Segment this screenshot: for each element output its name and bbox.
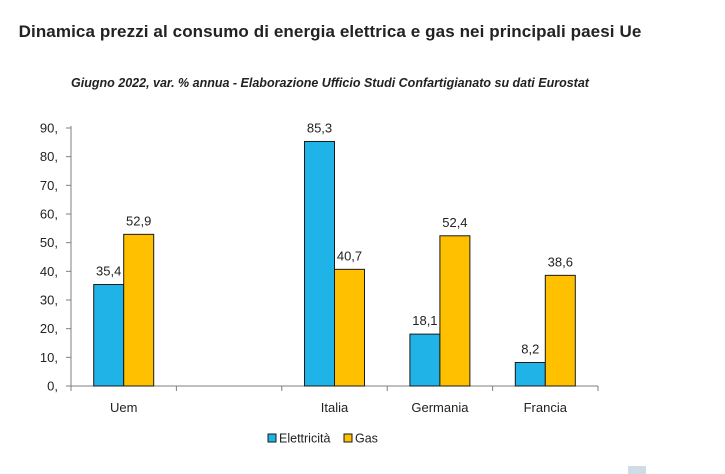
x-category-label: Uem bbox=[110, 400, 137, 415]
data-label: 85,3 bbox=[307, 120, 332, 135]
bar-gas bbox=[123, 233, 155, 387]
data-label: 52,9 bbox=[126, 213, 151, 228]
data-label: 35,4 bbox=[96, 264, 121, 279]
y-tick-label: 30, bbox=[40, 293, 58, 308]
corner-decoration bbox=[628, 466, 646, 474]
data-label: 38,6 bbox=[548, 254, 573, 269]
y-tick-label: 50, bbox=[40, 235, 58, 250]
legend-swatch-elettricità bbox=[267, 433, 277, 443]
bar-elettricità bbox=[304, 140, 335, 387]
x-category-label: Francia bbox=[524, 400, 568, 415]
bar-elettricità bbox=[409, 333, 441, 387]
legend-label: Gas bbox=[355, 432, 378, 446]
bar-elettricità bbox=[514, 361, 546, 387]
y-tick-label: 60, bbox=[40, 207, 58, 222]
y-tick-label: 20, bbox=[40, 321, 58, 336]
chart-title: Dinamica prezzi al consumo di energia el… bbox=[18, 22, 642, 41]
bar-elettricità bbox=[93, 284, 125, 387]
y-tick-label: 10, bbox=[40, 350, 58, 365]
chart-subtitle: Giugno 2022, var. % annua - Elaborazione… bbox=[71, 76, 589, 90]
y-tick-label: 90, bbox=[40, 121, 58, 136]
bar-gas bbox=[544, 274, 576, 387]
y-tick-label: 0, bbox=[47, 379, 58, 394]
data-label: 40,7 bbox=[337, 248, 362, 263]
data-label: 52,4 bbox=[442, 215, 467, 230]
x-category-label: Italia bbox=[321, 400, 349, 415]
legend-label: Elettricità bbox=[279, 432, 330, 446]
y-tick-label: 40, bbox=[40, 264, 58, 279]
bar-gas bbox=[334, 268, 365, 387]
legend-swatch-gas bbox=[343, 433, 353, 443]
bar-gas bbox=[439, 235, 471, 387]
y-tick-label: 80, bbox=[40, 149, 58, 164]
data-label: 18,1 bbox=[412, 313, 437, 328]
x-category-label: Germania bbox=[411, 400, 469, 415]
data-label: 8,2 bbox=[521, 341, 539, 356]
y-tick-label: 70, bbox=[40, 178, 58, 193]
